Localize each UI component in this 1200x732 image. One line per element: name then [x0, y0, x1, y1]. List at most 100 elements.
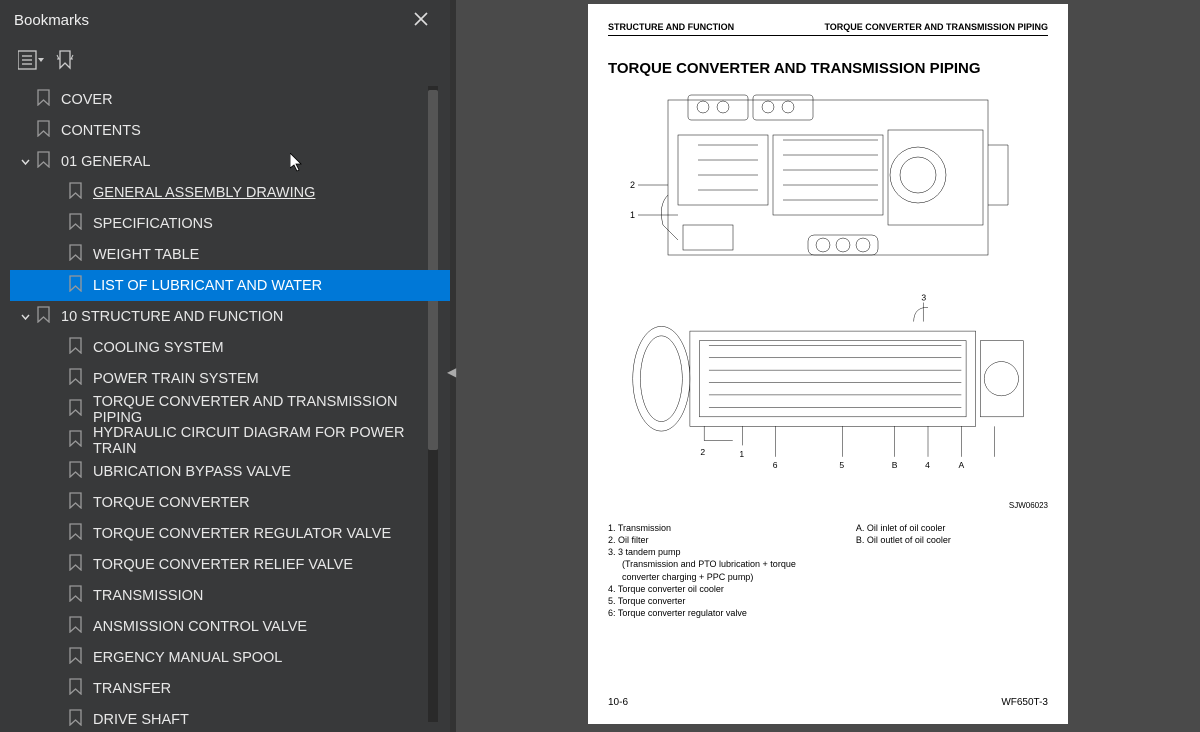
legend-left-column: 1. Transmission2. Oil filter3. 3 tandem … — [608, 522, 796, 619]
svg-text:1: 1 — [739, 449, 744, 459]
bookmarks-sidebar: Bookmarks — [0, 0, 450, 732]
bookmark-icon — [68, 399, 83, 420]
bookmark-label: SPECIFICATIONS — [93, 216, 213, 232]
bookmark-label: TORQUE CONVERTER REGULATOR VALVE — [93, 526, 391, 542]
page-header: STRUCTURE AND FUNCTION TORQUE CONVERTER … — [608, 22, 1048, 36]
bookmark-item[interactable]: DRIVE SHAFT — [10, 704, 450, 732]
legend-entry: 5. Torque converter — [608, 595, 796, 607]
panel-divider[interactable]: ◀ — [450, 0, 456, 732]
bookmark-label: DRIVE SHAFT — [93, 712, 189, 728]
bookmark-icon — [68, 213, 83, 234]
bookmark-icon — [68, 647, 83, 668]
bookmark-label: WEIGHT TABLE — [93, 247, 199, 263]
svg-text:2: 2 — [630, 180, 635, 190]
bookmark-label: COOLING SYSTEM — [93, 340, 224, 356]
bookmark-item[interactable]: GENERAL ASSEMBLY DRAWING — [10, 177, 450, 208]
bookmark-item[interactable]: TRANSMISSION — [10, 580, 450, 611]
bookmark-item[interactable]: TORQUE CONVERTER — [10, 487, 450, 518]
document-page: STRUCTURE AND FUNCTION TORQUE CONVERTER … — [588, 4, 1068, 724]
bookmark-label: TRANSMISSION — [93, 588, 203, 604]
bookmark-icon — [68, 585, 83, 606]
bookmark-icon — [68, 275, 83, 296]
bookmark-label: 10 STRUCTURE AND FUNCTION — [61, 309, 283, 325]
technical-diagram-top: 2 1 — [608, 85, 1048, 285]
bookmark-icon — [68, 368, 83, 389]
bookmark-icon — [68, 523, 83, 544]
options-icon[interactable] — [18, 50, 38, 70]
bookmark-icon — [68, 337, 83, 358]
bookmark-item[interactable]: ANSMISSION CONTROL VALVE — [10, 611, 450, 642]
bookmark-item[interactable]: 01 GENERAL — [10, 146, 450, 177]
bookmark-icon — [68, 182, 83, 203]
expand-chevron-icon[interactable] — [18, 311, 32, 322]
legend-entry: 6: Torque converter regulator valve — [608, 607, 796, 619]
bookmark-item[interactable]: TRANSFER — [10, 673, 450, 704]
bookmark-item[interactable]: UBRICATION BYPASS VALVE — [10, 456, 450, 487]
bookmark-label: LIST OF LUBRICANT AND WATER — [93, 278, 322, 294]
svg-text:2: 2 — [700, 447, 705, 457]
sidebar-title: Bookmarks — [14, 12, 89, 29]
bookmark-icon — [68, 461, 83, 482]
svg-text:6: 6 — [773, 460, 778, 470]
bookmark-item[interactable]: HYDRAULIC CIRCUIT DIAGRAM FOR POWER TRAI… — [10, 425, 450, 456]
svg-text:1: 1 — [630, 210, 635, 220]
bookmark-label: CONTENTS — [61, 123, 141, 139]
svg-text:5: 5 — [839, 460, 844, 470]
bookmark-tree: COVER CONTENTS 01 GENERAL GENERAL ASSEMBLY … — [0, 84, 450, 732]
bookmark-icon — [68, 430, 83, 451]
bookmark-item[interactable]: TORQUE CONVERTER REGULATOR VALVE — [10, 518, 450, 549]
bookmark-label: ANSMISSION CONTROL VALVE — [93, 619, 307, 635]
bookmark-label: TRANSFER — [93, 681, 171, 697]
legend-entry: 4. Torque converter oil cooler — [608, 583, 796, 595]
bookmark-item[interactable]: 10 STRUCTURE AND FUNCTION — [10, 301, 450, 332]
header-right: TORQUE CONVERTER AND TRANSMISSION PIPING — [824, 22, 1048, 32]
legend: 1. Transmission2. Oil filter3. 3 tandem … — [608, 522, 1048, 619]
legend-entry: A. Oil inlet of oil cooler — [856, 522, 951, 534]
bookmark-item[interactable]: WEIGHT TABLE — [10, 239, 450, 270]
bookmark-label: COVER — [61, 92, 113, 108]
bookmark-icon — [36, 306, 51, 327]
svg-text:4: 4 — [925, 460, 930, 470]
page-title: TORQUE CONVERTER AND TRANSMISSION PIPING — [608, 60, 1048, 77]
bookmark-item[interactable]: COVER — [10, 84, 450, 115]
svg-text:B: B — [892, 460, 898, 470]
legend-entry: 1. Transmission — [608, 522, 796, 534]
bookmark-label: HYDRAULIC CIRCUIT DIAGRAM FOR POWER TRAI… — [93, 425, 450, 457]
technical-diagram-bottom: 3 2 1 6 5 B 4 A — [608, 293, 1048, 493]
bookmark-item[interactable]: SPECIFICATIONS — [10, 208, 450, 239]
bookmark-item[interactable]: LIST OF LUBRICANT AND WATER — [10, 270, 450, 301]
bookmark-item[interactable]: TORQUE CONVERTER RELIEF VALVE — [10, 549, 450, 580]
bookmark-item[interactable]: ERGENCY MANUAL SPOOL — [10, 642, 450, 673]
bookmark-icon — [36, 120, 51, 141]
bookmark-label: GENERAL ASSEMBLY DRAWING — [93, 185, 315, 201]
bookmark-item[interactable]: POWER TRAIN SYSTEM — [10, 363, 450, 394]
expand-chevron-icon[interactable] — [18, 156, 32, 167]
footer-page-number: 10-6 — [608, 697, 628, 708]
bookmark-label: TORQUE CONVERTER — [93, 495, 250, 511]
bookmark-icon — [68, 244, 83, 265]
sidebar-toolbar — [0, 40, 450, 84]
bookmark-label: POWER TRAIN SYSTEM — [93, 371, 259, 387]
page-footer: 10-6 WF650T-3 — [608, 697, 1048, 708]
bookmark-label: TORQUE CONVERTER AND TRANSMISSION PIPING — [93, 394, 450, 426]
document-viewport[interactable]: STRUCTURE AND FUNCTION TORQUE CONVERTER … — [456, 0, 1200, 732]
close-icon[interactable] — [406, 6, 436, 35]
bookmark-item[interactable]: COOLING SYSTEM — [10, 332, 450, 363]
bookmark-item[interactable]: TORQUE CONVERTER AND TRANSMISSION PIPING — [10, 394, 450, 425]
bookmark-icon — [68, 678, 83, 699]
bookmark-icon — [68, 554, 83, 575]
bookmark-tool-icon[interactable] — [56, 50, 76, 70]
diagram-ref-code: SJW06023 — [608, 501, 1048, 510]
svg-text:A: A — [958, 460, 964, 470]
bookmark-icon — [36, 89, 51, 110]
bookmark-label: 01 GENERAL — [61, 154, 150, 170]
bookmark-item[interactable]: CONTENTS — [10, 115, 450, 146]
footer-model: WF650T-3 — [1001, 697, 1048, 708]
bookmark-label: ERGENCY MANUAL SPOOL — [93, 650, 282, 666]
legend-entry: B. Oil outlet of oil cooler — [856, 534, 951, 546]
collapse-arrow-icon[interactable]: ◀ — [447, 365, 456, 379]
bookmark-icon — [68, 709, 83, 730]
legend-entry: converter charging + PPC pump) — [608, 571, 796, 583]
legend-right-column: A. Oil inlet of oil coolerB. Oil outlet … — [856, 522, 951, 619]
legend-entry: 2. Oil filter — [608, 534, 796, 546]
